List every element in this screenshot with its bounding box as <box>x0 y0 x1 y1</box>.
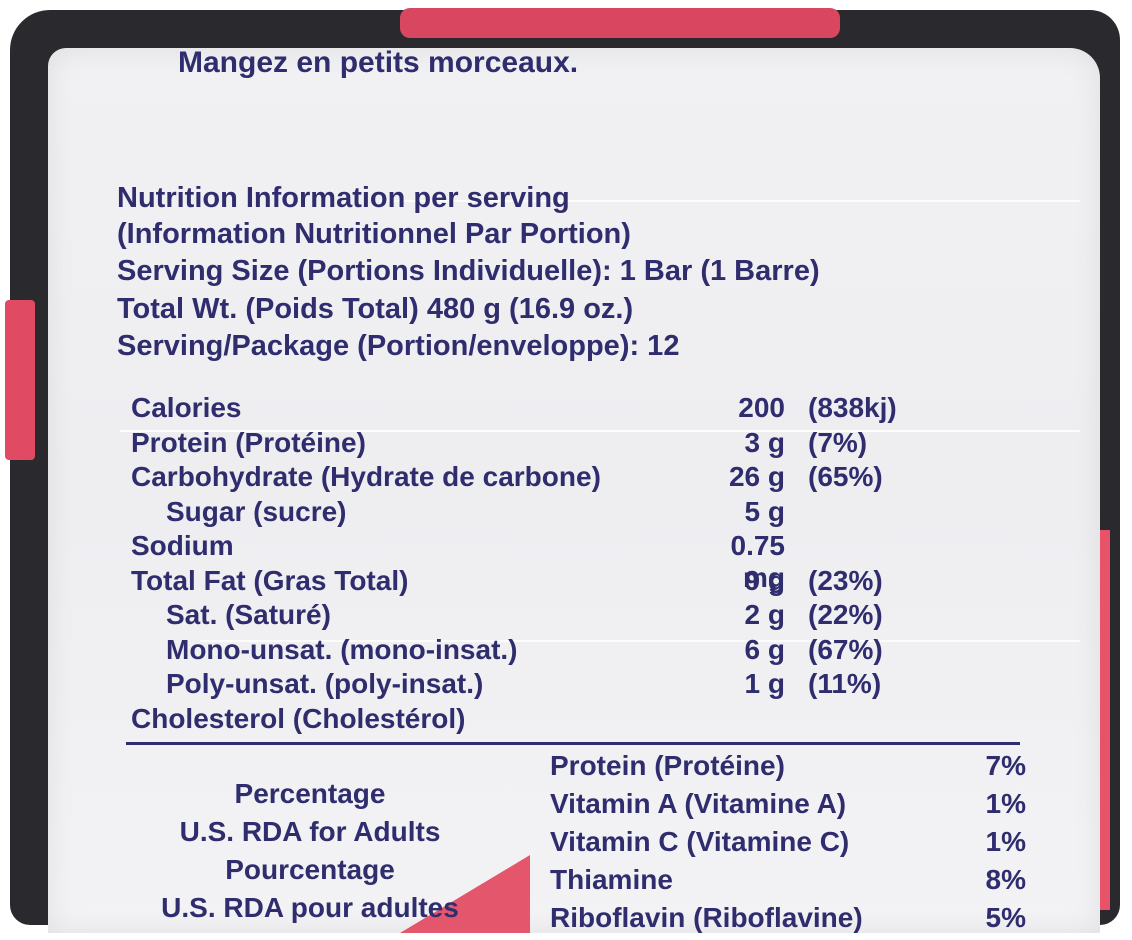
nutrient-percent: (23%) <box>808 564 883 596</box>
nutrient-percent: (7%) <box>808 426 868 458</box>
nutrient-row: Protein (Protéine) 3 g (7%) <box>0 427 1132 461</box>
nutrient-percent: (11%) <box>808 668 882 699</box>
wrapper-crease <box>380 200 1080 202</box>
rda-caption-line: Pourcentage <box>225 854 395 885</box>
rda-nutrient-name: Protein (Protéine) <box>550 750 785 781</box>
nutrient-label: Mono-unsat. (mono-insat.) <box>166 633 518 665</box>
package-pink-top-edge <box>400 8 840 38</box>
eat-instruction-text: Mangez en petits morceaux. <box>178 46 579 79</box>
nutrient-percent: (65%) <box>808 461 883 492</box>
nutrient-amount: 0.75 mg <box>730 530 786 593</box>
nutrient-amount: 6 g <box>744 633 785 665</box>
nutrient-percent: (838kj) <box>808 392 897 423</box>
nutrient-row: Poly-unsat. (poly-insat.) 1 g (11%) <box>0 668 1132 702</box>
nutrient-row: Calories 200 (838kj) <box>0 392 1132 426</box>
rda-row: Riboflavin (Riboflavine) 5% <box>550 902 1026 940</box>
nutrient-label: Poly-unsat. (poly-insat.) <box>166 668 484 699</box>
nutrition-title-fr: (Information Nutritionnel Par Portion) <box>117 218 631 250</box>
rda-nutrient-name: Vitamin C (Vitamine C) <box>550 826 850 857</box>
nutrient-amount: 3 g <box>744 426 785 458</box>
nutrient-label: Cholesterol (Cholestérol) <box>131 702 466 734</box>
rda-value: 1% <box>985 826 1026 857</box>
rda-row: Thiamine 8% <box>550 864 1026 902</box>
package-pink-corner <box>400 855 530 933</box>
rda-value: 5% <box>985 902 1026 933</box>
nutrient-label: Total Fat (Gras Total) <box>131 564 409 596</box>
rda-caption-line: U.S. RDA for Adults <box>179 816 441 847</box>
nutrient-label: Carbohydrate (Hydrate de carbone) <box>131 461 601 492</box>
nutrient-amount: 9 g <box>744 564 785 596</box>
serving-size: Serving Size (Portions Individuelle): 1 … <box>117 255 820 287</box>
nutrient-amount: 200 <box>738 392 785 423</box>
nutrient-row: Mono-unsat. (mono-insat.) 6 g (67%) <box>0 634 1132 668</box>
nutrient-row: Sugar (sucre) 5 g <box>0 496 1132 530</box>
rda-caption: Percentage U.S. RDA for Adults Pourcenta… <box>110 775 510 927</box>
nutrient-row: Carbohydrate (Hydrate de carbone) 26 g (65… <box>0 461 1132 495</box>
nutrient-amount: 1 g <box>744 668 785 699</box>
nutrient-label: Sugar (sucre) <box>166 495 347 527</box>
nutrient-label: Sodium <box>131 530 234 561</box>
nutrient-amount: 5 g <box>744 495 785 527</box>
rda-nutrient-name: Thiamine <box>550 864 673 895</box>
rda-caption-line: Percentage <box>234 778 386 809</box>
rda-value: 8% <box>985 864 1026 895</box>
nutrient-row: Cholesterol (Cholestérol) <box>0 703 1132 737</box>
nutrient-label: Protein (Protéine) <box>131 426 366 458</box>
nutrient-percent: (22%) <box>808 599 883 630</box>
nutrient-percent: (67%) <box>808 633 883 665</box>
nutrient-amount: 2 g <box>744 599 785 630</box>
nutrition-label-panel <box>48 48 1100 933</box>
nutrient-label: Calories <box>131 392 242 423</box>
nutrient-row: Total Fat (Gras Total) 9 g (23%) <box>0 565 1132 599</box>
wrapper-crease <box>120 430 1080 432</box>
nutrition-title: Nutrition Information per serving <box>117 182 570 214</box>
package-pink-left-edge <box>5 300 35 460</box>
servings-per-package: Serving/Package (Portion/enveloppe): 12 <box>117 330 680 362</box>
rda-row: Protein (Protéine) 7% <box>550 750 1026 788</box>
nutrient-row: Sodium 0.75 mg <box>0 530 1132 593</box>
rda-caption-line: U.S. RDA pour adultes <box>161 892 459 923</box>
rda-nutrient-name: Vitamin A (Vitamine A) <box>550 788 847 819</box>
rda-value: 7% <box>985 750 1026 781</box>
rda-row: Vitamin C (Vitamine C) 1% <box>550 826 1026 864</box>
nutrient-amount: 26 g <box>728 461 785 492</box>
nutrient-label: Sat. (Saturé) <box>166 599 331 630</box>
rda-value: 1% <box>985 788 1026 819</box>
wrapper-crease <box>200 640 1080 642</box>
nutrient-row: Sat. (Saturé) 2 g (22%) <box>0 599 1132 633</box>
rda-row: Vitamin A (Vitamine A) 1% <box>550 788 1026 826</box>
rda-nutrient-name: Riboflavin (Riboflavine) <box>550 902 863 933</box>
total-weight: Total Wt. (Poids Total) 480 g (16.9 oz.) <box>117 293 634 325</box>
divider-line <box>126 742 1020 745</box>
